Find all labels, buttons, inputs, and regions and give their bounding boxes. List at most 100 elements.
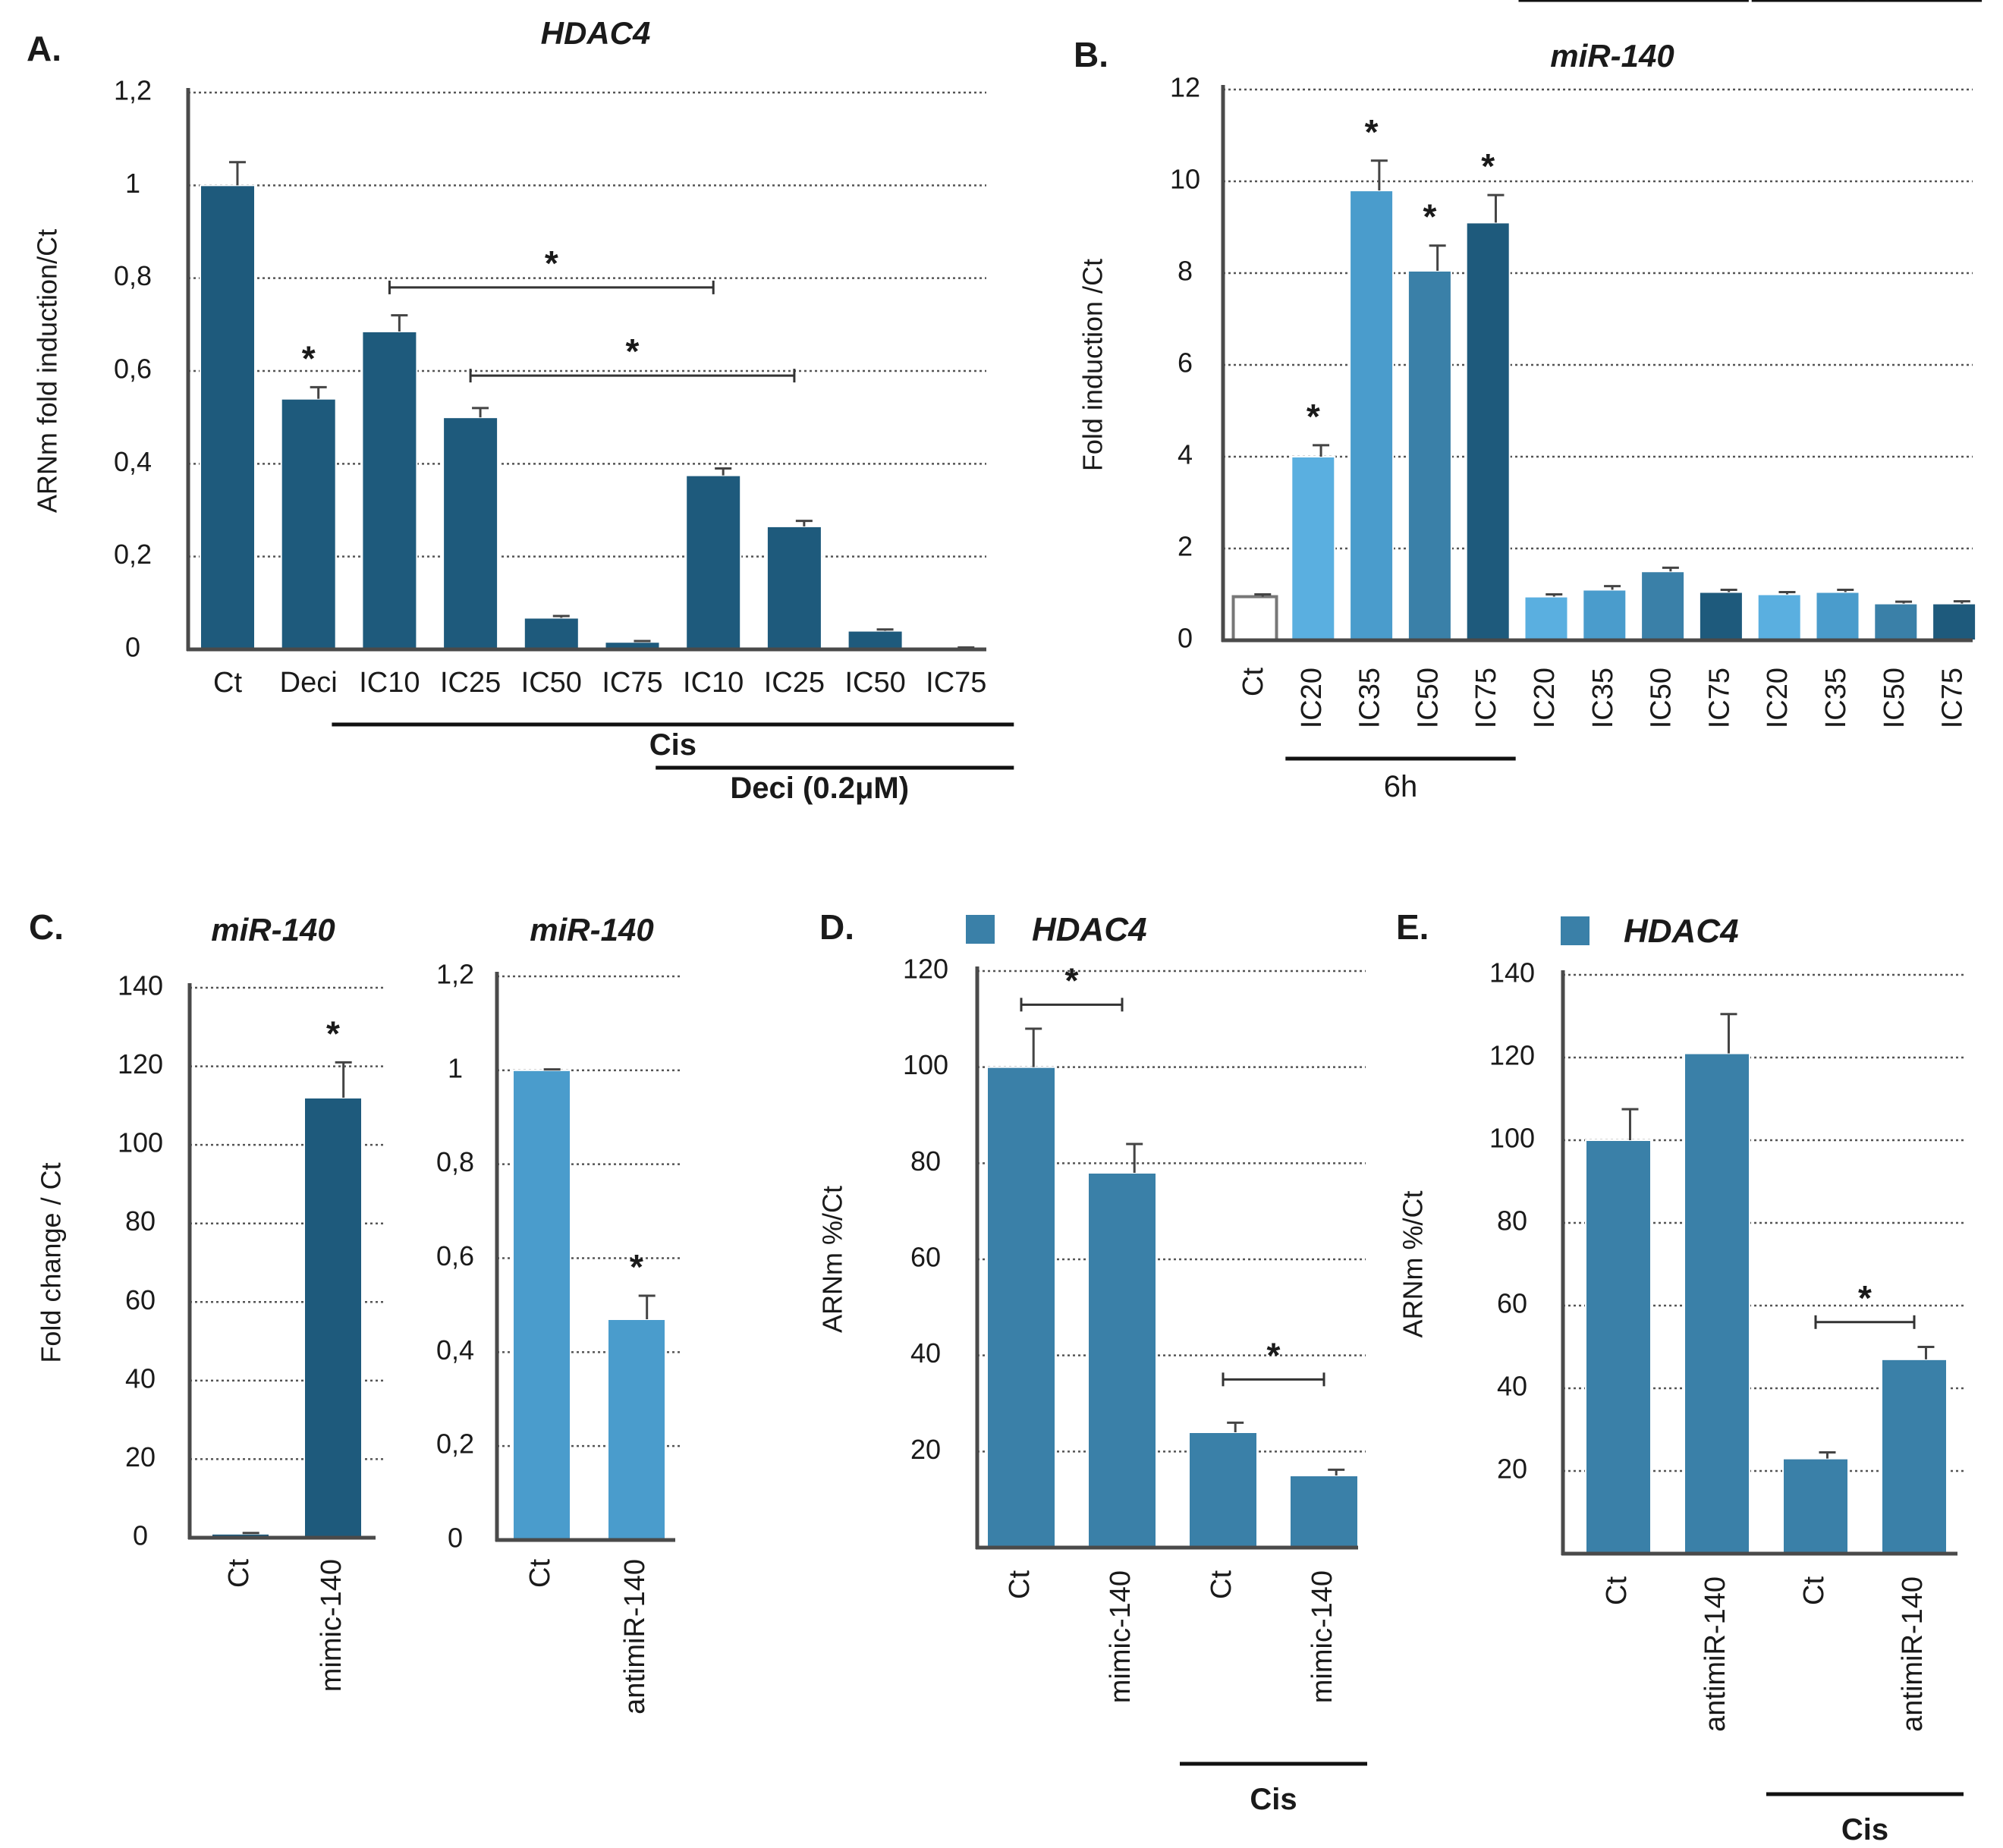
panel-label: C. (29, 907, 64, 947)
group-label: Deci (0.2μM) (730, 772, 909, 805)
y-tick-label: 100 (1489, 1123, 1535, 1154)
x-tick-label: IC10 (683, 667, 744, 699)
y-tick-label: 120 (118, 1048, 163, 1080)
panel-d: 20 40 60 80 100 120 * * Ct mimic-140 Ct mimic-140 Ci… (817, 907, 1367, 1816)
bar (1782, 1457, 1849, 1555)
legend-label: HDAC4 (1624, 913, 1739, 950)
x-tick-label: IC50 (1879, 668, 1910, 728)
y-tick-label: 0,8 (114, 260, 152, 291)
x-tick-label: IC75 (1470, 668, 1502, 728)
y-axis-label: ARNm fold induction/Ct (32, 229, 63, 513)
bracket-star: * (1858, 1278, 1872, 1318)
y-tick-label: 100 (118, 1127, 163, 1158)
bar (512, 1069, 571, 1542)
bar (1407, 269, 1452, 641)
x-tick-label: IC35 (1820, 668, 1852, 728)
y-tick-label: 20 (125, 1441, 156, 1472)
group-label: Cis (1250, 1783, 1297, 1816)
y-tick-label: 140 (1489, 957, 1535, 988)
y-axis-label: ARNm %/Ct (817, 1186, 848, 1333)
x-tick-label: IC75 (1703, 668, 1735, 728)
x-tick-label: antimiR-140 (1897, 1576, 1929, 1732)
y-tick-label: 60 (1497, 1288, 1527, 1319)
x-tick-label: IC20 (1762, 668, 1794, 728)
bar (303, 1097, 363, 1538)
x-tick-label: Ct (1601, 1576, 1633, 1605)
panel-label: A. (27, 29, 61, 68)
bar (1585, 1139, 1652, 1554)
bar (685, 474, 742, 650)
x-tick-label: Ct (1237, 668, 1269, 696)
x-tick-label: IC75 (602, 667, 662, 699)
y-tick-label: 20 (1497, 1454, 1527, 1485)
group-label: 24h (1608, 0, 1659, 7)
y-tick-label: 20 (910, 1434, 941, 1465)
y-tick-label: 0 (133, 1520, 148, 1551)
x-tick-label: IC25 (440, 667, 501, 699)
y-tick-label: 80 (1497, 1205, 1527, 1237)
x-tick-label: IC50 (1412, 668, 1444, 728)
bar (1932, 602, 1977, 641)
significance-star: * (1423, 197, 1436, 237)
significance-star: * (326, 1014, 340, 1053)
bar (442, 416, 499, 651)
y-tick-label: 80 (910, 1146, 941, 1177)
legend-swatch (966, 915, 995, 944)
panel-c2: 0 0,2 0,4 0,6 0,8 1 1,2 * Ct antimiR-140 miR-140 (436, 912, 683, 1714)
x-tick-label: IC50 (1646, 668, 1678, 728)
y-tick-label: 2 (1178, 531, 1193, 562)
significance-star: * (302, 338, 316, 378)
x-tick-label: Deci (280, 667, 338, 699)
x-tick-label: IC50 (521, 667, 582, 699)
bracket-star: * (1267, 1335, 1281, 1375)
x-tick-label: IC75 (926, 667, 986, 699)
x-tick-label: Ct (1798, 1576, 1830, 1605)
panel-b: 0 2 4 6 8 10 12 * * * * Ct IC20 IC35 IC50 IC75 IC20 IC35 I… (1074, 0, 1983, 803)
panel-e: 20 40 60 80 100 120 140 * Ct antimiR-140 Ct antimiR… (1396, 907, 1965, 1846)
bar (1289, 1475, 1359, 1548)
y-tick-label: 1 (448, 1052, 463, 1083)
group-label: Cis (649, 728, 696, 762)
bar (1465, 222, 1511, 641)
bar (766, 525, 822, 650)
bar (361, 331, 418, 650)
bar (1188, 1432, 1258, 1548)
significance-star: * (1481, 146, 1495, 186)
panel-label: B. (1074, 35, 1108, 74)
y-tick-label: 0,4 (436, 1334, 474, 1366)
panel-label: E. (1396, 907, 1429, 947)
x-tick-label: IC10 (359, 667, 420, 699)
significance-star: * (630, 1247, 643, 1287)
bar (607, 1318, 666, 1542)
x-tick-label: mimic-140 (1307, 1570, 1338, 1703)
bar (1698, 591, 1744, 641)
y-tick-label: 8 (1178, 256, 1193, 287)
x-tick-label: Ct (1206, 1570, 1237, 1599)
y-tick-label: 6 (1178, 347, 1193, 379)
bar (1684, 1052, 1750, 1555)
panel-c1: 0 20 40 60 80 100 120 140 * Ct mimic-140 C. miR-140 F… (29, 907, 383, 1692)
bracket-star: * (1065, 960, 1079, 1000)
x-tick-label: Ct (223, 1559, 255, 1588)
y-tick-label: 0,2 (114, 539, 152, 570)
y-tick-label: 4 (1178, 439, 1193, 470)
x-tick-label: antimiR-140 (619, 1559, 651, 1714)
bar (1640, 570, 1686, 641)
y-tick-label: 1,2 (114, 75, 152, 106)
bar (280, 398, 337, 650)
chart-title: miR-140 (530, 912, 653, 948)
y-tick-label: 0,6 (114, 354, 152, 385)
y-axis-label: Fold induction /Ct (1077, 259, 1108, 471)
bar (1756, 593, 1802, 641)
y-tick-label: 40 (125, 1362, 156, 1394)
x-tick-label: IC75 (1937, 668, 1969, 728)
group-label: 36h (1841, 0, 1892, 7)
significance-star: * (1307, 397, 1320, 436)
y-tick-label: 0,8 (436, 1146, 474, 1177)
group-label: Cis (1841, 1813, 1888, 1846)
y-tick-label: 80 (125, 1205, 156, 1237)
bar (523, 617, 580, 651)
y-tick-label: 60 (125, 1284, 156, 1315)
x-tick-label: Ct (1004, 1570, 1036, 1599)
